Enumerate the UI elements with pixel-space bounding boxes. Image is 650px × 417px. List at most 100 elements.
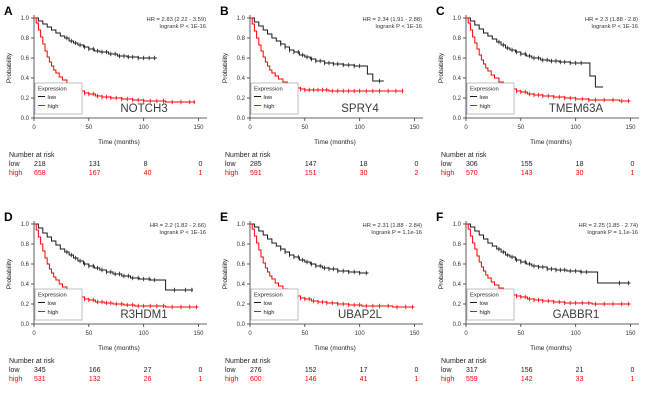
gene-label: R3HDM1 — [120, 309, 167, 321]
risk-count: 218 — [34, 161, 46, 168]
y-tick-label: 1.0 — [453, 222, 462, 228]
legend-box — [250, 288, 299, 321]
y-tick-label: 0.4 — [237, 282, 246, 288]
risk-count: 1 — [198, 170, 203, 177]
x-tick-label: 50 — [301, 331, 308, 337]
risk-count: 132 — [88, 376, 101, 383]
y-tick-label: 0.8 — [237, 242, 246, 248]
y-tick-label: 0.8 — [453, 242, 462, 248]
risk-table-header: Number at risk — [9, 358, 55, 365]
risk-count: 41 — [359, 376, 368, 383]
legend-title: Expression — [254, 293, 283, 299]
x-tick-label: 50 — [85, 331, 92, 337]
legend-high-label: high — [48, 310, 59, 316]
risk-count: 1 — [630, 376, 635, 383]
y-tick-label: 0.4 — [453, 282, 462, 288]
x-tick-label: 0 — [248, 125, 252, 131]
low-curve — [34, 17, 157, 59]
risk-count: 306 — [466, 161, 478, 168]
y-tick-label: 0.6 — [453, 56, 462, 62]
legend: Expression low high — [466, 82, 515, 115]
risk-row-high: high 559 142 33 1 — [433, 375, 649, 384]
risk-row-label: high — [225, 170, 239, 177]
axes: 0 50 100 150 0.0 0.2 0.4 0.6 0.8 1.0 — [237, 221, 423, 337]
legend-title: Expression — [38, 87, 67, 93]
x-axis-label: Time (months) — [98, 139, 140, 146]
hr-annotation: HR = 2.2 (1.82 - 2.66) — [150, 223, 206, 229]
risk-count: 345 — [34, 367, 46, 374]
legend-box — [34, 82, 83, 115]
risk-count: 17 — [359, 367, 368, 374]
legend: Expression low high — [250, 82, 299, 115]
x-tick-label: 0 — [248, 331, 252, 337]
risk-count: 531 — [34, 376, 46, 383]
x-tick-label: 100 — [571, 125, 582, 131]
km-panel: F HR = 2.25 (1.85 - 2.74) logrank P = 1.… — [433, 208, 649, 414]
risk-count: 30 — [359, 170, 368, 177]
y-tick-label: 1.0 — [237, 16, 246, 22]
high-curve — [250, 17, 404, 92]
risk-count: 26 — [143, 376, 152, 383]
x-axis-label: Time (months) — [530, 139, 572, 146]
panel-letter: F — [436, 210, 444, 224]
risk-count: 0 — [198, 161, 203, 168]
survival-curves — [466, 223, 631, 307]
y-tick-label: 1.0 — [453, 16, 462, 22]
risk-count: 131 — [88, 161, 101, 168]
risk-count: 276 — [250, 367, 262, 374]
risk-row-high: high 570 143 30 1 — [433, 169, 649, 178]
risk-row-high: high 591 151 30 2 — [217, 169, 433, 178]
risk-count: 21 — [575, 367, 584, 374]
risk-count: 600 — [250, 376, 262, 383]
risk-count: 152 — [304, 367, 317, 374]
risk-table: Number at risk low 345 166 27 0 high 531 132 26… — [1, 357, 217, 384]
y-tick-label: 1.0 — [21, 16, 30, 22]
x-tick-label: 0 — [32, 125, 36, 131]
low-curve — [250, 17, 384, 82]
x-axis-label: Time (months) — [314, 345, 356, 352]
risk-count: 0 — [630, 367, 635, 374]
km-plot: HR = 2.31 (1.88 - 2.84) logrank P = 1.1e… — [222, 221, 423, 352]
y-tick-label: 0.6 — [237, 262, 246, 268]
gene-label: NOTCH3 — [120, 103, 167, 115]
low-curve — [466, 223, 631, 284]
risk-count: 40 — [143, 170, 152, 177]
hr-annotation: HR = 2.83 (2.22 - 3.59) — [147, 17, 207, 23]
risk-row-label: low — [225, 367, 236, 374]
axes: 0 50 100 150 0.0 0.2 0.4 0.6 0.8 1.0 — [237, 15, 423, 131]
y-tick-label: 0.0 — [21, 322, 30, 328]
hr-annotation: HR = 2.31 (1.88 - 2.84) — [363, 223, 423, 229]
x-tick-label: 100 — [571, 331, 582, 337]
y-tick-label: 0.2 — [453, 302, 462, 308]
y-tick-label: 0.0 — [237, 116, 246, 122]
axes: 0 50 100 150 0.0 0.2 0.4 0.6 0.8 1.0 — [453, 15, 639, 131]
panel-letter: E — [220, 210, 229, 224]
risk-row-label: low — [225, 161, 236, 168]
risk-count: 317 — [466, 367, 478, 374]
legend-high-label: high — [48, 104, 59, 110]
logrank-annotation: logrank P < 1E-16 — [592, 24, 638, 30]
x-tick-label: 50 — [517, 125, 524, 131]
risk-table: Number at risk low 285 147 18 0 high 591 151 30… — [217, 151, 433, 178]
km-plot: HR = 2.3 (1.88 - 2.8) logrank P < 1E-16 … — [438, 15, 639, 146]
risk-count: 0 — [198, 367, 203, 374]
gene-label: SPRY4 — [341, 103, 379, 115]
risk-count: 146 — [304, 376, 317, 383]
legend-low-label: low — [264, 95, 274, 101]
risk-row-label: low — [441, 161, 452, 168]
risk-count: 2 — [414, 170, 419, 177]
km-plot: HR = 2.2 (1.82 - 2.66) logrank P < 1E-16… — [6, 221, 207, 352]
legend-box — [466, 82, 515, 115]
risk-row-low: low 276 152 17 0 — [217, 366, 433, 375]
risk-count: 151 — [304, 170, 317, 177]
y-axis-label: Probability — [6, 258, 13, 289]
panel-letter: A — [4, 4, 13, 18]
risk-row-high: high 600 146 41 1 — [217, 375, 433, 384]
risk-row-label: high — [9, 170, 23, 177]
survival-curves — [466, 17, 631, 104]
legend-low-label: low — [480, 301, 490, 307]
risk-row-label: high — [9, 376, 23, 383]
km-panel: A HR = 2.83 (2.22 - 3.59) logrank P < 1E… — [1, 2, 217, 208]
x-tick-label: 100 — [355, 331, 366, 337]
